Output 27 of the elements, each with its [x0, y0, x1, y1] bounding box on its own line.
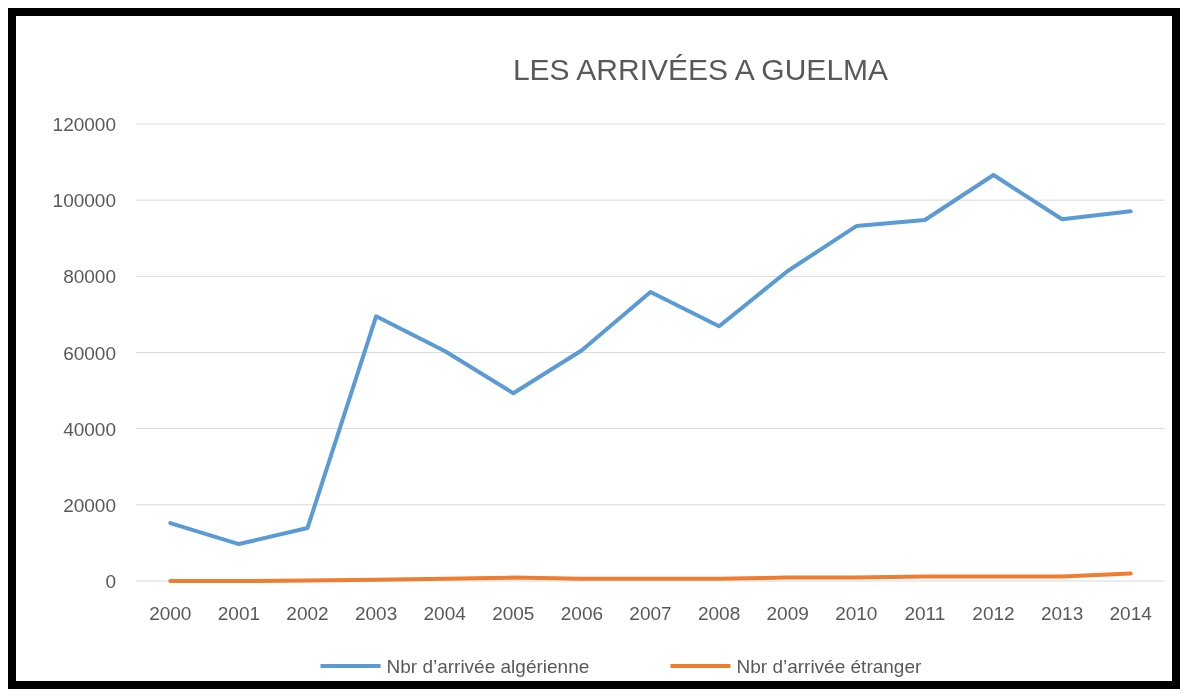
y-tick-label: 20000	[63, 494, 116, 516]
chart-title: LES ARRIVÉES A GUELMA	[512, 53, 889, 86]
x-tick-label: 2004	[423, 603, 467, 624]
x-tick-label: 2009	[766, 603, 809, 624]
x-tick-label: 2007	[629, 603, 672, 624]
x-tick-label: 2006	[560, 603, 604, 624]
x-tick-label: 2011	[904, 603, 946, 624]
x-tick-label: 2001	[217, 603, 261, 624]
y-tick-label: 0	[105, 571, 116, 592]
x-tick-label: 2008	[697, 603, 741, 624]
x-tick-label: 2010	[835, 603, 878, 624]
x-tick-label: 2014	[1109, 603, 1153, 624]
y-tick-label: 100000	[52, 190, 116, 212]
line-series	[168, 173, 1133, 547]
y-tick-label: 40000	[63, 418, 116, 440]
y-tick-label: 80000	[63, 266, 116, 288]
legend-label: Nbr d’arrivée étranger	[736, 656, 922, 677]
x-tick-label: 2000	[149, 603, 192, 624]
x-tick-label: 2005	[492, 603, 535, 624]
legend-label: Nbr d’arrivée algérienne	[386, 656, 590, 677]
x-tick-label: 2012	[972, 603, 1015, 624]
line-series	[168, 571, 1133, 583]
x-tick-label: 2002	[286, 603, 329, 624]
x-tick-label: 2003	[354, 603, 398, 624]
x-tick-label: 2013	[1040, 603, 1084, 624]
y-tick-label: 60000	[63, 342, 116, 364]
y-tick-label: 120000	[52, 114, 116, 135]
